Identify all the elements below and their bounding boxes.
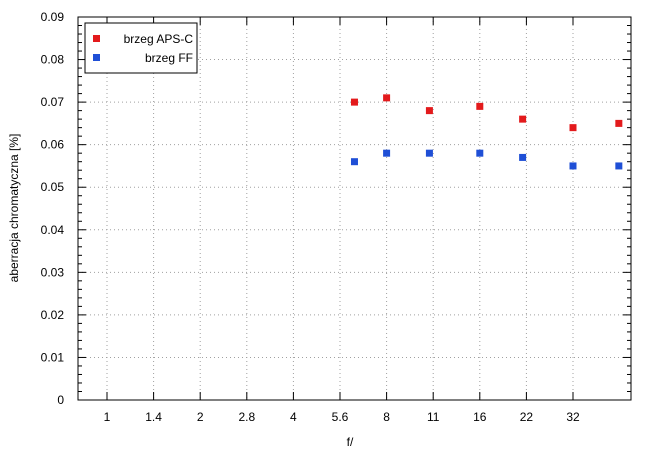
point-ff (350, 158, 358, 166)
x-tick-label: 16 (473, 410, 487, 424)
x-tick-label: 2 (197, 410, 204, 424)
x-tick-label: 1 (104, 410, 111, 424)
x-tick-label: 1.4 (145, 410, 162, 424)
x-axis: 1 1.4 2 2.8 4 5.6 8 11 16 22 32 (104, 17, 580, 424)
legend-marker-ff (93, 54, 100, 61)
y-tick-label: 0.04 (41, 223, 65, 237)
x-axis-label: f/ (347, 435, 354, 449)
y-tick-label: 0.01 (41, 350, 65, 364)
point-ff (519, 153, 527, 161)
y-tick-label: 0.06 (41, 138, 65, 152)
y-tick-label: 0.08 (41, 53, 65, 67)
data-points (350, 94, 623, 170)
point-ff (569, 162, 577, 170)
y-tick-label: 0.03 (41, 265, 65, 279)
x-tick-label: 4 (290, 410, 297, 424)
point-aps-c (425, 107, 433, 115)
point-aps-c (615, 119, 623, 127)
x-tick-label: 8 (383, 410, 390, 424)
y-axis: 0 0.01 0.02 0.03 0.04 0.05 0.06 0.07 0.08 0.09 (41, 10, 631, 407)
y-tick-label: 0.05 (41, 180, 65, 194)
grid (78, 17, 631, 400)
x-tick-label: 11 (427, 410, 440, 424)
y-tick-label: 0.07 (41, 95, 65, 109)
y-tick-label: 0.09 (41, 10, 65, 24)
y-tick-label: 0.02 (41, 308, 65, 322)
point-aps-c (383, 94, 391, 102)
point-ff (476, 149, 484, 157)
legend-marker-aps-c (93, 35, 100, 42)
y-tick-label: 0 (57, 393, 64, 407)
x-tick-label: 32 (566, 410, 580, 424)
point-ff (615, 162, 623, 170)
legend-label-aps-c: brzeg APS-C (124, 32, 194, 46)
point-aps-c (569, 124, 577, 132)
point-aps-c (476, 102, 484, 110)
plot-frame (77, 16, 632, 401)
x-tick-label: 22 (520, 410, 534, 424)
legend-box (84, 22, 198, 74)
point-ff (383, 149, 391, 157)
legend-label-ff: brzeg FF (145, 51, 193, 65)
point-aps-c (350, 98, 358, 106)
x-tick-label: 5.6 (332, 410, 349, 424)
y-axis-label: aberracja chromatyczna [%] (7, 134, 21, 283)
x-tick-label: 2.8 (238, 410, 255, 424)
legend: brzeg APS-C brzeg FF (84, 22, 198, 74)
point-ff (425, 149, 433, 157)
point-aps-c (519, 115, 527, 123)
